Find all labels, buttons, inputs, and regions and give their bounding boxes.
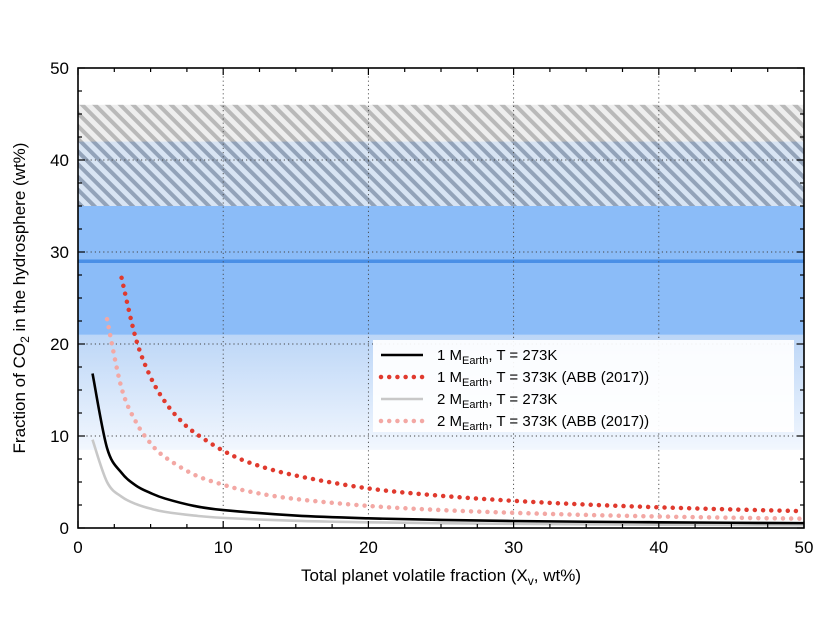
y-tick-label: 50: [50, 59, 69, 78]
x-tick-label: 10: [214, 538, 233, 557]
legend-box: [373, 340, 794, 432]
y-tick-label: 10: [50, 427, 69, 446]
x-tick-label: 20: [359, 538, 378, 557]
hatched-inner-band: [78, 141, 804, 206]
x-tick-label: 0: [73, 538, 82, 557]
legend-label-2m-373k: 2 MEarth, T = 373K (ABB (2017)): [437, 413, 649, 433]
x-tick-label: 40: [649, 538, 668, 557]
series-layer: [91, 275, 804, 527]
y-tick-label: 30: [50, 243, 69, 262]
y-tick-label: 40: [50, 151, 69, 170]
legend-label-1m-373k: 1 MEarth, T = 373K (ABB (2017)): [437, 369, 649, 389]
legend-label-1m-273k: 1 MEarth, T = 273K: [437, 347, 557, 367]
y-tick-label: 0: [60, 519, 69, 538]
ticks-layer: 0 10 20 30 40 50 0 10 20 30 40 50: [50, 59, 813, 557]
series-1m-373k: [119, 275, 804, 514]
legend: 1 MEarth, T = 273K 1 MEarth, T = 373K (A…: [373, 340, 794, 433]
series-2m-373k: [104, 316, 804, 521]
legend-label-2m-273k: 2 MEarth, T = 273K: [437, 391, 557, 411]
y-tick-label: 20: [50, 335, 69, 354]
x-axis-title: Total planet volatile fraction (Xv, wt%): [301, 566, 581, 588]
x-tick-label: 50: [795, 538, 814, 557]
y-axis-title: Fraction of CO2 in the hydrosphere (wt%): [10, 143, 32, 454]
x-tick-label: 30: [504, 538, 523, 557]
series-1m-273k: [91, 373, 804, 525]
series-2m-273k: [91, 439, 804, 527]
